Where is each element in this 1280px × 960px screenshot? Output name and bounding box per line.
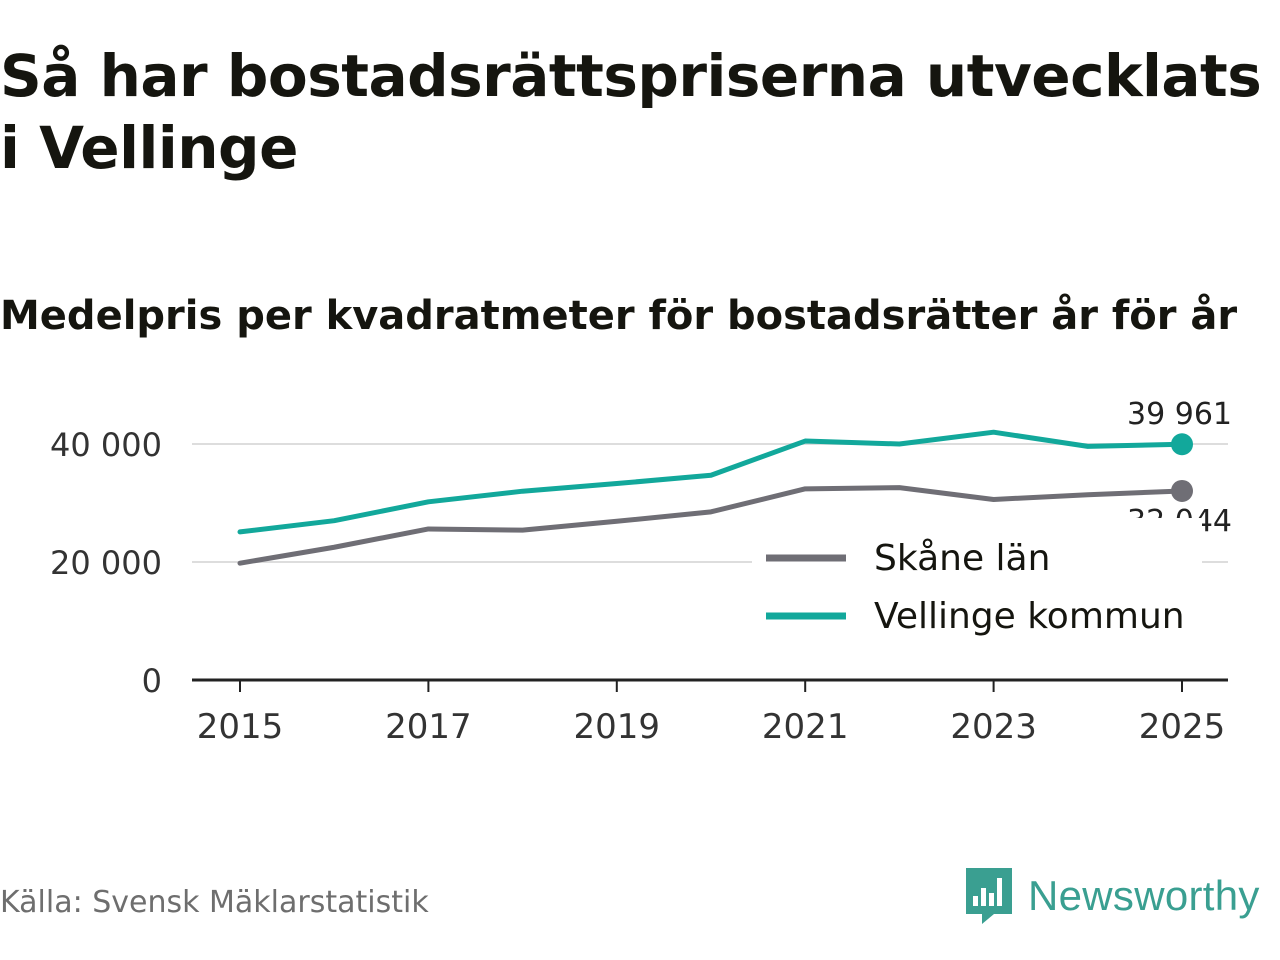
end-point-skane [1171,479,1193,502]
x-tick-label: 2023 [950,707,1037,747]
x-tick-label: 2017 [385,707,472,747]
newsworthy-logo-icon [966,868,1012,924]
legend-label: Vellinge kommun [874,596,1185,637]
end-value-label-vellinge: 39 961 [1127,397,1232,432]
x-tick-label: 2015 [197,707,284,747]
y-tick-label: 20 000 [50,544,162,582]
y-tick-label: 40 000 [50,426,162,464]
chart-title: Så har bostadsrättspriserna utvecklats i… [0,42,1262,182]
end-point-vellinge [1171,433,1193,456]
series-line-skane [237,485,1185,566]
chart-subtitle: Medelpris per kvadratmeter för bostadsrä… [0,293,1238,339]
brand-name: Newsworthy [1028,872,1260,919]
x-tick-label: 2019 [574,707,661,747]
x-tick-label: 2025 [1139,707,1226,747]
y-tick-label: 0 [142,662,162,700]
brand-logo: Newsworthy [964,864,1260,928]
x-tick-label: 2021 [762,707,849,747]
legend: Skåne län Vellinge kommun [752,518,1202,638]
series-line-vellinge [237,429,1185,535]
legend-label: Skåne län [874,538,1050,579]
source-note: Källa: Svensk Mäklarstatistik [0,885,429,920]
